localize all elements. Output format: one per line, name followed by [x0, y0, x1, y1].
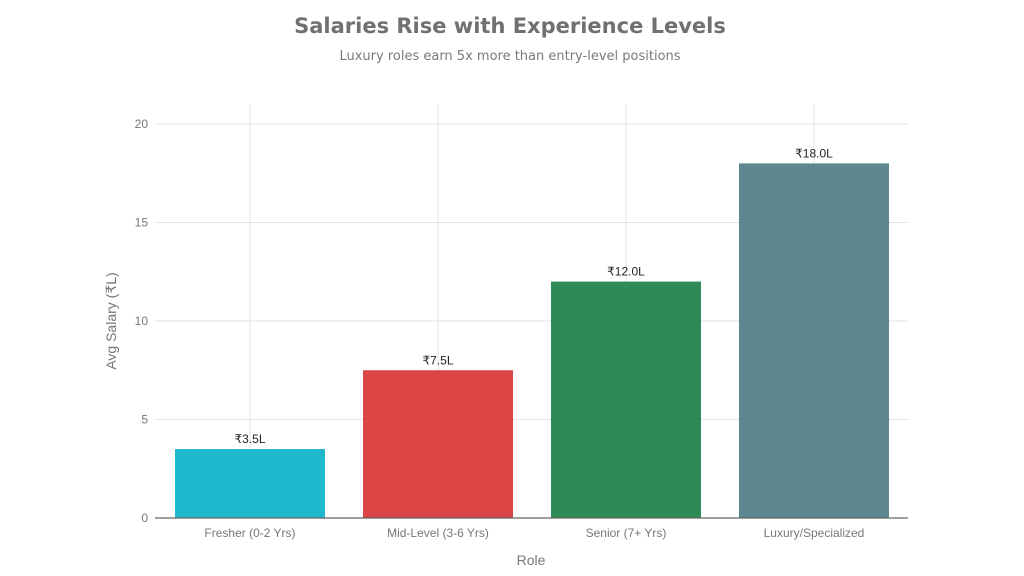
- x-tick-label: Luxury/Specialized: [764, 526, 865, 540]
- data-label: ₹18.0L: [795, 146, 833, 160]
- y-axis-label: Avg Salary (₹L): [103, 272, 119, 369]
- data-label: ₹3.5L: [235, 432, 266, 446]
- chart-subtitle: Luxury roles earn 5x more than entry-lev…: [339, 49, 680, 64]
- y-tick-label: 0: [141, 511, 148, 525]
- data-label: ₹7.5L: [423, 353, 454, 367]
- bar: [739, 163, 889, 518]
- bar: [551, 281, 701, 518]
- bar: [175, 449, 325, 518]
- y-tick-label: 20: [135, 117, 149, 131]
- y-tick-label: 5: [141, 413, 148, 427]
- data-label: ₹12.0L: [607, 265, 645, 279]
- y-tick-label: 15: [135, 216, 149, 230]
- chart-title: Salaries Rise with Experience Levels: [294, 14, 726, 38]
- x-tick-label: Fresher (0-2 Yrs): [204, 526, 295, 540]
- y-tick-label: 10: [135, 314, 149, 328]
- x-tick-label: Mid-Level (3-6 Yrs): [387, 526, 489, 540]
- x-tick-label: Senior (7+ Yrs): [586, 526, 667, 540]
- x-axis-label: Role: [517, 552, 546, 568]
- bar: [363, 370, 513, 518]
